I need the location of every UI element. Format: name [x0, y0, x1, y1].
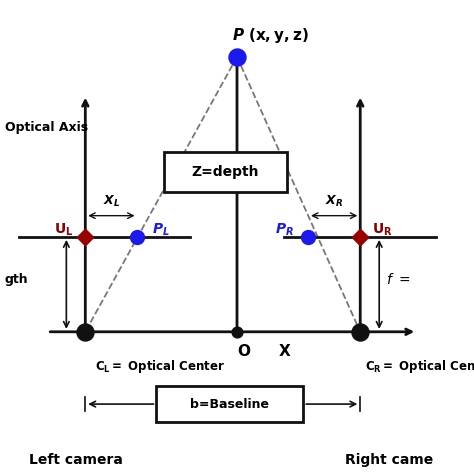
Text: Left camera: Left camera	[29, 453, 123, 467]
Point	[304, 233, 312, 241]
Text: $\mathbf{C_L=}$ Optical Center: $\mathbf{C_L=}$ Optical Center	[95, 358, 225, 375]
Text: $\mathbf{O}$: $\mathbf{O}$	[237, 343, 251, 359]
Text: $f\ =$: $f\ =$	[386, 272, 410, 287]
FancyBboxPatch shape	[164, 152, 287, 192]
Text: $\mathbf{U_R}$: $\mathbf{U_R}$	[372, 222, 393, 238]
Point	[82, 233, 89, 241]
Text: $\mathbf{C_R=}$ Optical Cent: $\mathbf{C_R=}$ Optical Cent	[365, 358, 474, 375]
Text: Z=depth: Z=depth	[191, 165, 259, 179]
Point	[233, 53, 241, 61]
Point	[134, 233, 141, 241]
Text: b=Baseline: b=Baseline	[191, 398, 269, 410]
Text: $\bfit{P_L}$: $\bfit{P_L}$	[152, 222, 170, 238]
Text: gth: gth	[5, 273, 28, 286]
Text: Optical Axis: Optical Axis	[5, 121, 88, 135]
Text: $\bfit{X_L}$: $\bfit{X_L}$	[103, 194, 120, 209]
Text: $\bfit{X_R}$: $\bfit{X_R}$	[325, 194, 343, 209]
Text: $\mathbf{X}$: $\mathbf{X}$	[278, 343, 291, 359]
Text: $\mathbf{U_L}$: $\mathbf{U_L}$	[54, 222, 73, 238]
Text: $\bfit{P}\ \mathbf{(x,y,z)}$: $\bfit{P}\ \mathbf{(x,y,z)}$	[232, 26, 309, 45]
Point	[356, 233, 364, 241]
Text: Right came: Right came	[345, 453, 433, 467]
Point	[82, 328, 89, 336]
Point	[233, 328, 241, 336]
Point	[356, 328, 364, 336]
FancyBboxPatch shape	[156, 386, 303, 422]
Text: $\bfit{P_R}$: $\bfit{P_R}$	[275, 222, 294, 238]
